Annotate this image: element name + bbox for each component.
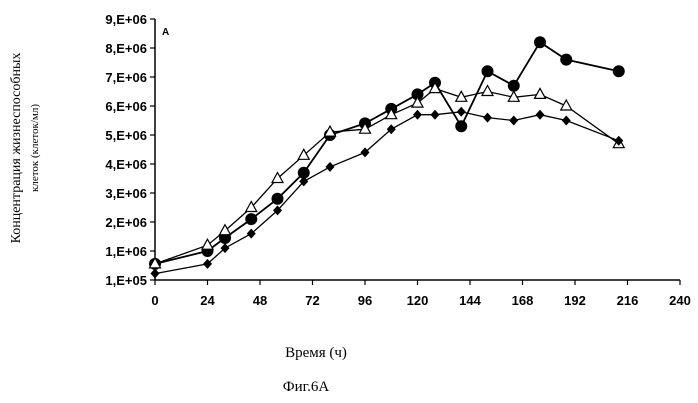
data-point <box>430 109 440 120</box>
data-point <box>245 213 258 226</box>
data-point <box>455 120 468 133</box>
series-layer <box>148 36 626 279</box>
data-point <box>413 109 422 120</box>
data-point <box>560 53 573 66</box>
data-point <box>614 135 624 146</box>
data-point <box>246 228 256 239</box>
data-point <box>200 237 215 250</box>
data-point <box>323 124 337 137</box>
data-point <box>297 148 311 160</box>
data-point <box>273 205 282 216</box>
y-tick-label: 2,E+06 <box>105 215 147 230</box>
data-point <box>271 192 284 205</box>
data-point <box>480 84 495 97</box>
y-ticks: 1,E+05 1,E+06 2,E+06 3,E+06 4,E+06 5,E+06 6,E+… <box>105 12 155 288</box>
data-point <box>386 124 396 135</box>
data-point <box>148 256 162 269</box>
series-diamond <box>150 106 624 279</box>
y-tick-label: 3,E+06 <box>105 186 147 201</box>
data-point <box>533 87 547 100</box>
data-point <box>410 95 425 108</box>
data-point <box>360 147 370 158</box>
y-tick-label: 1,E+06 <box>105 244 147 259</box>
data-point <box>561 115 571 126</box>
data-point <box>358 121 372 134</box>
series-triangle <box>148 81 626 269</box>
data-point <box>507 90 521 102</box>
x-ticks: 0 24 48 72 96 120 144 168 192 216 240 <box>151 280 691 308</box>
y-axis-label-line1: Концентрация жизнеспособных <box>9 53 24 244</box>
data-point <box>297 166 310 179</box>
data-point <box>534 36 546 49</box>
data-point <box>150 268 160 279</box>
data-point <box>220 243 230 254</box>
data-point <box>559 98 573 111</box>
y-tick-label: 1,E+05 <box>105 273 147 288</box>
x-tick-label: 216 <box>617 293 639 308</box>
data-point <box>384 107 398 120</box>
x-tick-label: 96 <box>358 293 372 308</box>
data-point <box>483 112 492 123</box>
y-tick-label: 9,E+06 <box>105 12 147 27</box>
y-tick-label: 8,E+06 <box>105 41 147 56</box>
panel-label: A <box>162 27 169 38</box>
y-tick-label: 5,E+06 <box>105 128 147 143</box>
x-axis-label: Время (ч) <box>285 345 347 361</box>
data-point <box>509 115 519 126</box>
x-tick-label: 0 <box>151 293 158 308</box>
x-tick-label: 24 <box>200 293 215 308</box>
data-point <box>481 65 494 78</box>
x-tick-label: 240 <box>669 293 691 308</box>
y-tick-label: 7,E+06 <box>105 70 147 85</box>
data-point <box>454 90 468 102</box>
x-tick-label: 120 <box>407 293 429 308</box>
data-point <box>203 258 212 269</box>
data-point <box>411 88 424 101</box>
data-point <box>428 81 442 94</box>
data-point <box>507 79 520 92</box>
y-tick-label: 4,E+06 <box>105 157 147 172</box>
figure-caption: Фиг.6А <box>283 379 330 395</box>
data-point <box>535 109 545 120</box>
x-tick-label: 144 <box>459 293 481 308</box>
y-axis-label-line2: клеток (клеток/мл) <box>29 104 41 192</box>
data-point <box>299 176 309 187</box>
data-point <box>325 161 335 172</box>
x-tick-label: 192 <box>564 293 586 308</box>
data-point <box>612 65 625 78</box>
data-point <box>244 200 258 213</box>
x-tick-label: 168 <box>512 293 534 308</box>
y-tick-label: 6,E+06 <box>105 99 147 114</box>
data-point <box>218 223 232 236</box>
data-point <box>456 106 466 117</box>
x-tick-label: 48 <box>253 293 267 308</box>
x-tick-label: 72 <box>305 293 319 308</box>
data-point <box>270 171 285 184</box>
